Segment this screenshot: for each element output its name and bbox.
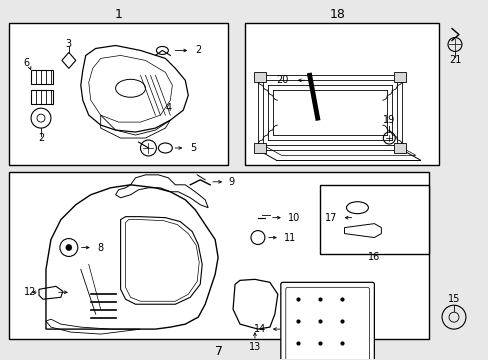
Text: 16: 16: [367, 252, 380, 262]
Text: 2: 2: [195, 45, 201, 55]
Bar: [31, 90, 53, 104]
Bar: [253, 72, 265, 82]
Bar: [393, 143, 406, 153]
Text: 19: 19: [383, 115, 395, 125]
Bar: [31, 70, 53, 84]
Bar: [253, 143, 265, 153]
Text: 17: 17: [325, 213, 337, 222]
FancyBboxPatch shape: [285, 287, 368, 360]
Text: 11: 11: [283, 233, 295, 243]
Text: 10: 10: [287, 213, 300, 222]
Text: 15: 15: [447, 294, 459, 304]
Text: 20: 20: [276, 75, 288, 85]
Bar: [9, 172, 428, 339]
Text: 6: 6: [23, 58, 29, 68]
Bar: [393, 72, 406, 82]
Text: 7: 7: [215, 345, 223, 357]
Text: 4: 4: [165, 103, 171, 113]
Text: 14: 14: [253, 324, 265, 334]
Bar: [244, 23, 438, 165]
Text: 5: 5: [190, 143, 196, 153]
Text: 8: 8: [98, 243, 103, 252]
Text: 18: 18: [329, 8, 345, 21]
Text: 9: 9: [227, 177, 234, 187]
Text: 2: 2: [38, 133, 44, 143]
Text: 1: 1: [114, 8, 122, 21]
Text: 12: 12: [23, 287, 36, 297]
Bar: [319, 185, 428, 255]
Text: 13: 13: [248, 342, 261, 352]
FancyBboxPatch shape: [280, 282, 374, 360]
Bar: [9, 23, 227, 165]
Text: 3: 3: [66, 40, 72, 49]
Circle shape: [66, 244, 72, 251]
Text: 21: 21: [448, 55, 460, 66]
